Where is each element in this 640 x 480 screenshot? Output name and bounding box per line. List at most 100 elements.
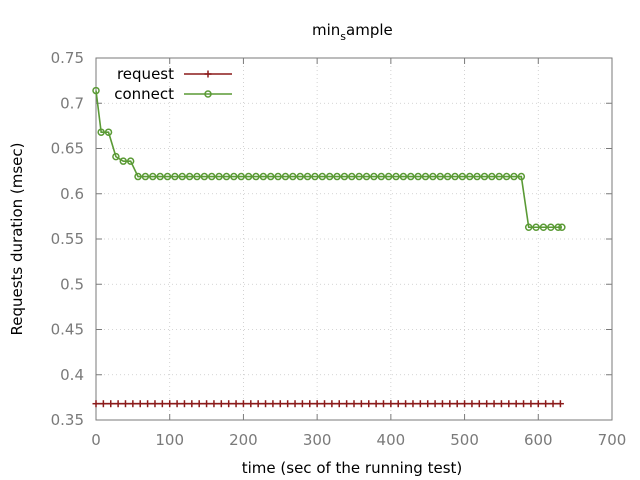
data-point-plus [453,400,461,408]
data-point-circle [126,157,135,165]
data-point-plus [490,400,498,408]
data-point-plus [225,400,233,408]
data-point-circle [92,86,100,95]
data-point-plus [527,400,535,408]
data-point-plus [424,400,432,408]
data-point-circle [333,172,341,181]
data-point-circle [451,172,459,181]
legend-entry-connect: connect [114,85,232,103]
data-point-plus [357,400,365,408]
data-point-circle [222,172,231,181]
data-point-circle [377,172,386,181]
data-point-plus [556,400,564,408]
data-point-plus [114,400,122,408]
data-point-plus [291,400,299,408]
data-point-plus [534,400,542,408]
data-point-circle [443,172,452,181]
data-point-circle [311,172,319,181]
axis-ticks: 0.35 0.4 0.45 0.5 0.55 0.6 0.65 0.7 0.75 0 100 200 3… [51,49,627,449]
x-tick-label: 600 [524,431,553,449]
chart-title: minsample [312,21,393,43]
series-request [92,400,564,408]
data-point-circle [502,172,511,181]
data-point-plus [343,400,351,408]
data-point-plus [173,400,181,408]
data-point-circle [149,172,157,181]
data-point-circle [163,172,172,181]
data-point-circle [407,172,415,181]
data-point-plus [394,400,402,408]
data-point-plus [483,400,491,408]
y-tick-label: 0.35 [51,411,84,429]
data-point-circle [303,172,312,181]
data-point-plus [365,400,373,408]
data-point-circle [429,172,437,181]
data-point-circle [362,172,371,181]
legend-entry-request: request [117,65,232,83]
data-point-plus [306,400,314,408]
data-point-circle [414,172,422,181]
data-point-plus [542,400,550,408]
data-point-plus [239,400,247,408]
legend: request connect [114,65,232,103]
data-point-circle [252,172,260,181]
data-point-circle [274,172,282,181]
data-point-circle [134,172,142,181]
data-point-plus [276,400,284,408]
data-point-plus [520,400,528,408]
data-point-circle [495,172,503,181]
data-point-circle [517,172,526,181]
data-point-plus [416,400,424,408]
data-point-circle [370,172,378,181]
data-point-plus [158,400,166,408]
plot-frame [95,57,613,421]
data-point-circle [547,223,555,231]
data-point-plus [107,400,115,408]
data-point-circle [348,172,356,181]
data-point-plus [247,400,255,408]
data-point-plus [262,400,270,408]
data-point-circle [539,223,548,231]
y-tick-label: 0.4 [60,366,84,384]
data-point-plus [468,400,476,408]
y-tick-label: 0.65 [51,140,84,158]
data-point-circle [171,172,179,181]
data-point-circle [207,172,216,181]
data-point-circle [532,223,540,231]
data-point-plus [217,400,225,408]
data-point-plus [512,400,520,408]
data-point-plus [195,400,203,408]
data-point-circle [558,223,566,231]
data-point-circle [289,172,297,181]
data-point-plus [461,400,469,408]
data-point-circle [215,172,223,181]
data-point-plus [431,400,439,408]
y-axis-title: Requests duration (msec) [8,142,26,335]
data-point-plus [438,400,446,408]
data-point-plus [379,400,387,408]
x-tick-label: 400 [377,431,406,449]
data-point-circle [119,157,128,165]
grid [95,57,613,421]
data-point-circle [281,172,290,181]
series-layer [92,86,566,408]
x-tick-label: 500 [450,431,479,449]
data-point-plus [505,400,513,408]
data-point-circle [244,172,253,181]
series-connect [92,86,566,231]
data-point-plus [284,400,292,408]
y-tick-label: 0.75 [51,49,84,67]
data-point-plus [129,400,137,408]
x-tick-label: 300 [303,431,332,449]
data-point-plus [254,400,262,408]
data-point-plus [144,400,152,408]
chart-title-main: min [312,21,340,39]
data-point-circle [421,172,430,181]
data-point-plus [204,70,212,78]
y-tick-label: 0.7 [60,94,84,112]
x-tick-label: 0 [91,431,101,449]
data-point-plus [475,400,483,408]
data-point-plus [92,400,100,408]
legend-label: request [117,65,174,83]
data-point-plus [409,400,417,408]
